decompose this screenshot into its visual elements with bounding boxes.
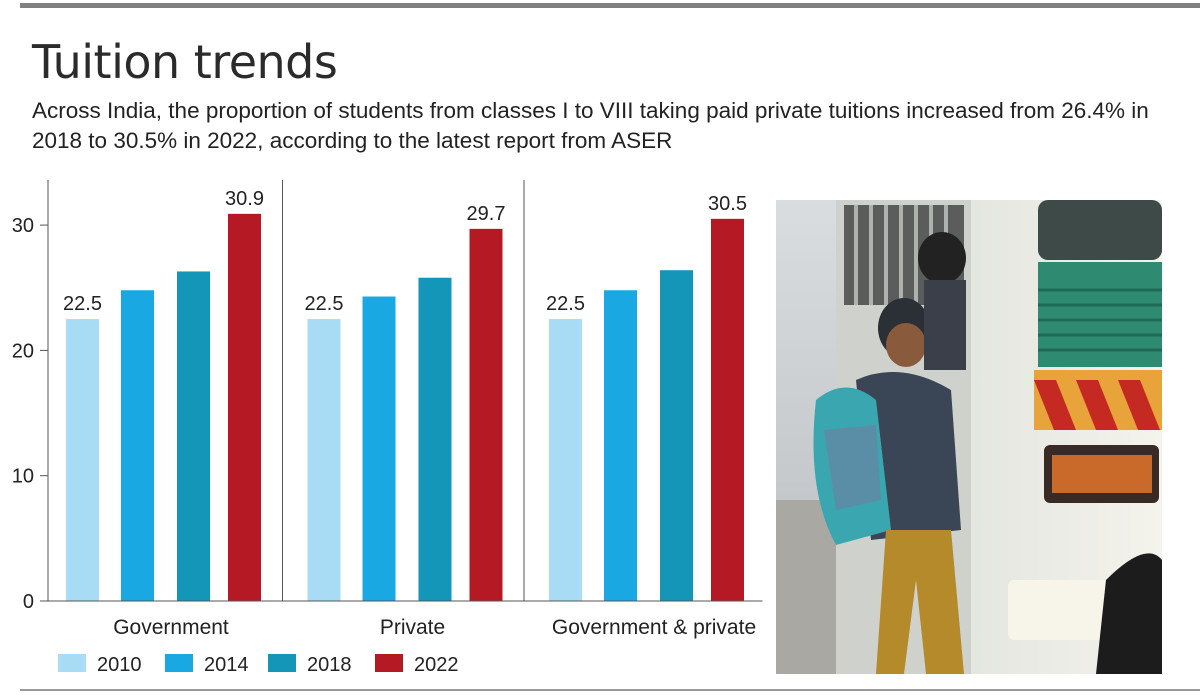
bar-2014-2 — [604, 290, 637, 601]
legend-label-2022: 2022 — [414, 654, 459, 676]
category-label: Private — [380, 616, 445, 639]
bar-2010-2 — [549, 319, 582, 601]
data-label: 22.5 — [63, 293, 102, 315]
category-label: Government — [113, 616, 229, 639]
bottom-rule — [20, 689, 1200, 691]
y-tick-label: 20 — [12, 340, 34, 362]
bar-2014-1 — [362, 296, 396, 601]
page-subtitle: Across India, the proportion of students… — [32, 98, 1149, 153]
bar-2022-2 — [711, 218, 744, 601]
legend-swatch-2018 — [268, 654, 296, 672]
legend-swatch-2010 — [58, 654, 86, 672]
legend-label-2018: 2018 — [307, 654, 352, 676]
legend-label-2010: 2010 — [97, 654, 142, 676]
bar-2018-2 — [660, 270, 693, 601]
top-rule — [20, 3, 1200, 8]
page-title: Tuition trends — [32, 35, 338, 89]
legend-label-2014: 2014 — [204, 654, 249, 676]
data-label: 30.9 — [225, 188, 264, 210]
data-label: 29.7 — [467, 203, 506, 225]
bar-chart: 0 10 20 30 Government Private Government & pri… — [12, 180, 763, 676]
data-label: 22.5 — [546, 293, 585, 315]
bar-2018-0 — [177, 271, 210, 601]
bar-2010-1 — [307, 319, 341, 601]
data-label: 22.5 — [305, 293, 344, 315]
data-label: 30.5 — [708, 193, 747, 215]
y-tick-label: 10 — [12, 466, 34, 488]
bar-2010-0 — [66, 319, 99, 601]
legend-swatch-2022 — [375, 654, 403, 672]
category-label: Government & private — [552, 616, 756, 639]
bar-2022-0 — [228, 213, 261, 601]
legend-swatch-2014 — [165, 654, 193, 672]
bar-2018-1 — [418, 277, 452, 601]
students-bus-photo — [776, 200, 1162, 674]
bar-2022-1 — [469, 228, 503, 601]
y-tick-label: 0 — [23, 591, 34, 613]
y-tick-label: 30 — [12, 215, 34, 237]
bar-2014-0 — [121, 290, 154, 601]
